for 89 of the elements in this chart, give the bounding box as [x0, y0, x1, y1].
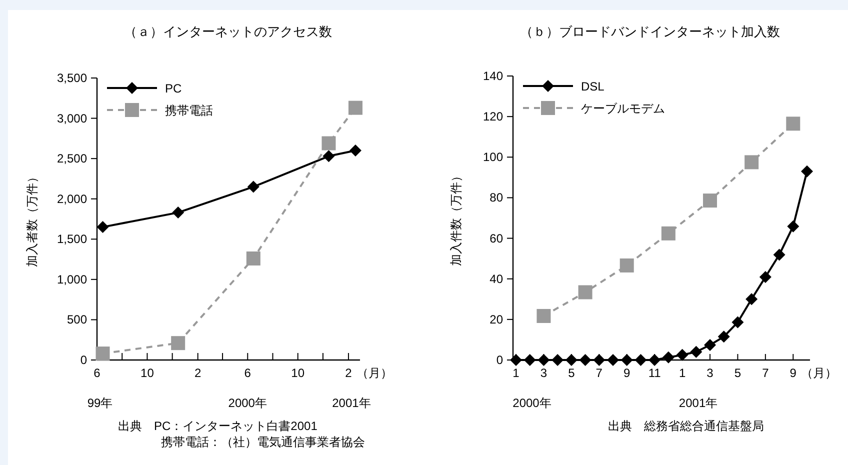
- point: [703, 194, 717, 208]
- y-tick-label: 0: [496, 353, 504, 367]
- y-axis-title: 加入者数（万件）: [25, 171, 39, 267]
- point: [247, 180, 260, 193]
- point: [322, 150, 335, 162]
- point: [662, 351, 674, 364]
- point: [744, 155, 759, 170]
- x-tick-label: 9: [790, 366, 797, 380]
- x-tick-label: 7: [596, 366, 603, 380]
- point: [322, 136, 336, 150]
- y-tick-label: 140: [482, 69, 504, 83]
- y-tick-label: 500: [66, 312, 88, 327]
- point: [552, 354, 564, 366]
- point: [579, 354, 592, 366]
- point: [718, 330, 730, 343]
- point: [690, 346, 702, 358]
- y-tick-label: 0: [80, 353, 88, 367]
- point: [620, 354, 633, 366]
- x-tick-label: 1: [512, 366, 520, 380]
- y-tick-label: 2,000: [56, 192, 88, 206]
- point: [96, 346, 110, 361]
- chart-title: （ａ）インターネットのアクセス数: [124, 24, 332, 39]
- x-tick-label: 10: [140, 366, 154, 380]
- y-tick-label: 1,500: [56, 232, 88, 246]
- point: [661, 226, 676, 240]
- y-tick-label: 1,000: [56, 272, 88, 286]
- y-tick-label: 2,500: [56, 152, 88, 166]
- legend-label: DSL: [581, 80, 605, 94]
- text: 2000年: [228, 396, 267, 410]
- y-tick-label: 3,500: [56, 71, 88, 85]
- x-tick-label: 3: [706, 366, 714, 380]
- y-tick-label: 100: [482, 150, 504, 164]
- point: [172, 206, 184, 219]
- x-tick-label: 5: [734, 366, 742, 380]
- y-tick-label: 120: [482, 110, 504, 124]
- text: 携帯電話：（社）電気通信事業者協会: [161, 435, 365, 449]
- x-tick-label: 2: [194, 366, 202, 380]
- point: [634, 354, 647, 366]
- y-tick-label: 3,000: [56, 111, 88, 126]
- point: [348, 100, 362, 115]
- x-tick-label: 6: [94, 366, 101, 380]
- y-tick-label: 80: [490, 190, 504, 205]
- x-tick-label: 7: [762, 366, 770, 380]
- point: [578, 285, 592, 300]
- point: [524, 354, 536, 366]
- point: [620, 258, 634, 272]
- y-tick-label: 40: [490, 272, 504, 286]
- point: [593, 354, 606, 366]
- x-tick-label: 3: [540, 366, 548, 380]
- x-tick-label: 5: [568, 366, 576, 380]
- point: [246, 251, 260, 266]
- y-tick-label: 20: [490, 312, 504, 326]
- point: [565, 354, 578, 366]
- legend-label: 携帯電話: [165, 104, 213, 118]
- x-tick-label: 9: [624, 366, 631, 380]
- x-tick-label: 6: [244, 366, 252, 380]
- x-tick-label: 2: [345, 366, 352, 380]
- source-note: 出典 PC：インターネット白書2001: [118, 419, 318, 433]
- point: [773, 248, 786, 261]
- point: [171, 336, 186, 350]
- point: [538, 354, 550, 366]
- point: [648, 354, 661, 366]
- text: 2001年: [678, 396, 718, 410]
- text: 2001年: [332, 396, 371, 410]
- x-tick-label: 1: [678, 366, 686, 380]
- legend-label: PC: [165, 82, 182, 96]
- point: [676, 348, 688, 361]
- point: [607, 354, 619, 366]
- text: 2000年: [512, 396, 552, 410]
- point: [759, 271, 772, 284]
- point: [746, 293, 758, 306]
- point: [96, 221, 109, 234]
- y-tick-label: 60: [490, 231, 504, 246]
- point: [704, 338, 716, 351]
- chart-title: （ｂ）ブロードバンドインターネット加入数: [520, 24, 780, 39]
- point: [732, 316, 744, 328]
- x-tick-label: 10: [291, 366, 305, 380]
- text: 99年: [87, 396, 113, 410]
- point: [536, 308, 551, 323]
- x-axis-title: （月）: [356, 366, 392, 380]
- point: [801, 165, 813, 178]
- point: [349, 144, 362, 157]
- point: [787, 220, 800, 232]
- x-axis-title: （月）: [801, 366, 838, 380]
- point: [786, 116, 800, 131]
- source-note: 出典 総務省総合通信基盤局: [608, 419, 764, 433]
- y-axis-title: 加入件数（万件）: [449, 170, 463, 266]
- x-tick-label: 11: [648, 366, 662, 380]
- legend-label: ケーブルモデム: [581, 102, 665, 116]
